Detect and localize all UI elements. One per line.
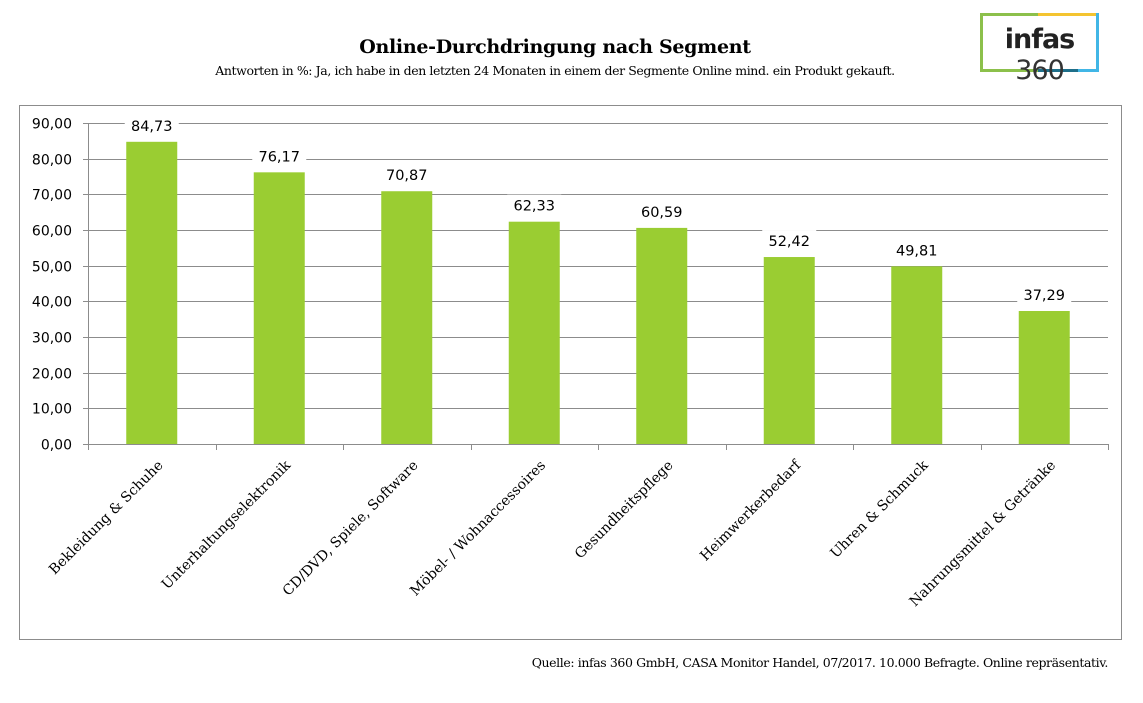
data-label: 84,73 <box>131 119 173 135</box>
data-label: 52,42 <box>768 234 810 250</box>
data-label-background <box>1017 283 1072 304</box>
bars <box>126 141 1070 444</box>
y-tick-label: 20,00 <box>32 367 72 383</box>
y-tick-labels: 0,00 10,00 20,00 30,00 40,00 50,00 60,00 70,00 8… <box>32 117 72 454</box>
data-label-background <box>507 194 562 215</box>
data-label-background <box>124 114 179 135</box>
y-tick-label: 50,00 <box>32 260 72 276</box>
bar <box>891 266 943 444</box>
category-label: Heimwerkerbedarf <box>697 456 805 564</box>
category-labels: Bekleidung & SchuheUnterhaltungselektron… <box>46 456 1059 610</box>
data-label-background <box>889 239 944 260</box>
chart-subtitle: Antworten in %: Ja, ich habe in den letz… <box>215 63 895 78</box>
bar <box>126 141 178 444</box>
bar <box>1018 310 1070 444</box>
category-label: Unterhaltungselektronik <box>159 457 295 593</box>
logo-border-bottom-teal <box>1038 69 1078 72</box>
data-label-background <box>379 164 434 185</box>
gridlines <box>83 123 1108 409</box>
data-label-background <box>252 145 307 166</box>
bar <box>508 221 560 444</box>
logo-text: infas 360 <box>980 24 1099 86</box>
category-label: Gesundheitspflege <box>572 458 677 563</box>
data-label: 76,17 <box>258 149 300 165</box>
y-tick-label: 30,00 <box>32 331 72 347</box>
logo-border-top-green <box>980 13 1038 16</box>
data-labels: 84,73 76,17 70,87 62,33 60,59 52,42 49,81 37,29 <box>124 114 1072 304</box>
data-label: 70,87 <box>386 168 428 184</box>
data-label: 60,59 <box>641 205 683 221</box>
logo-border-left <box>980 13 983 72</box>
logo-border-bottom-blue <box>1078 69 1099 72</box>
logo-border-right <box>1096 13 1099 72</box>
logo-brand: infas <box>1004 24 1076 55</box>
bar <box>381 191 433 444</box>
category-label: Bekleidung & Schuhe <box>46 458 166 578</box>
category-label: Uhren & Schmuck <box>827 457 931 561</box>
axes <box>83 123 1109 450</box>
y-tick-label: 70,00 <box>32 188 72 204</box>
category-label: Nahrungsmittel & Getränke <box>907 458 1059 610</box>
infas-360-logo: infas 360 <box>980 13 1099 86</box>
data-label-background <box>634 200 689 221</box>
bar <box>636 227 688 444</box>
bar <box>763 257 815 444</box>
y-tick-label: 40,00 <box>32 295 72 311</box>
y-tick-label: 10,00 <box>32 402 72 418</box>
chart-title: Online-Durchdringung nach Segment <box>359 36 751 58</box>
y-tick-label: 60,00 <box>32 224 72 240</box>
category-label: Möbel- / Wohnaccessoires <box>407 458 549 600</box>
y-tick-label: 80,00 <box>32 153 72 169</box>
data-label-background <box>762 230 817 251</box>
bar <box>253 172 305 444</box>
data-label: 62,33 <box>513 199 555 215</box>
y-tick-label: 0,00 <box>41 438 72 454</box>
logo-border-bottom-green <box>980 69 1038 72</box>
category-label: CD/DVD, Spiele, Software <box>280 458 422 600</box>
y-tick-label: 90,00 <box>32 117 72 133</box>
chart-frame <box>19 105 1122 640</box>
source-note: Quelle: infas 360 GmbH, CASA Monitor Han… <box>531 655 1109 670</box>
data-label: 49,81 <box>896 243 938 259</box>
logo-number: 360 <box>1015 55 1065 86</box>
logo-border-top-yellow <box>1038 13 1099 16</box>
data-label: 37,29 <box>1023 288 1065 304</box>
